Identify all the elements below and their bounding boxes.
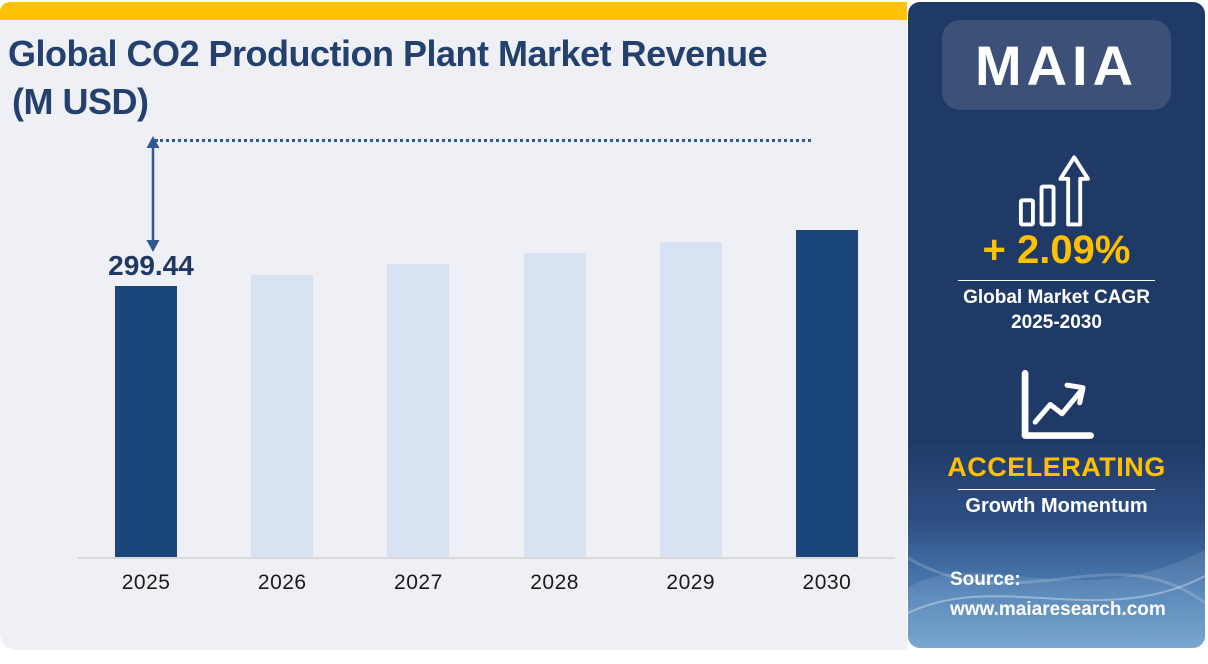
cagr-value: + 2.09% [982, 228, 1131, 272]
cagr-label-line1: Global Market CAGR [963, 287, 1150, 308]
cagr-label-line2: 2025-2030 [1011, 311, 1102, 333]
x-tick-2029: 2029 [666, 571, 716, 594]
bar-2029 [659, 241, 722, 558]
sidebar-swoosh-decoration [908, 550, 1205, 648]
momentum-label: Growth Momentum [965, 495, 1148, 517]
x-tick-2028: 2028 [530, 571, 579, 594]
separator-line [958, 280, 1155, 281]
source-block: Source: www.maiaresearch.com [950, 565, 1166, 626]
source-label: Source: [950, 569, 1021, 590]
source-url: www.maiaresearch.com [950, 599, 1166, 621]
reference-dotted-line [155, 139, 811, 142]
x-tick-2027: 2027 [394, 571, 443, 594]
momentum-value: ACCELERATING [947, 452, 1166, 482]
bar-2030 [795, 230, 858, 558]
bar-2028 [523, 252, 586, 558]
x-tick-2025: 2025 [121, 571, 171, 594]
x-tick-2026: 2026 [257, 571, 307, 594]
x-tick-2030: 2030 [802, 571, 852, 594]
logo-text: MAIA [974, 33, 1139, 97]
logo: MAIA [942, 20, 1171, 110]
bar-2025 [115, 285, 178, 558]
chart-title-line1: Global CO2 Production Plant Market Reven… [8, 33, 768, 74]
double-arrow-icon [146, 136, 160, 252]
line-chart-trend-icon [1021, 370, 1094, 439]
bar-value-label-2025: 299.44 [108, 250, 194, 281]
top-accent-stripe [0, 2, 907, 20]
bar-2026 [251, 275, 314, 558]
chart-title-line2: (M USD) [12, 80, 149, 122]
x-axis-line [78, 557, 895, 559]
separator-line [958, 489, 1155, 490]
sidebar: MAIA + 2.09% Global Market CAGR 2025-203… [908, 2, 1205, 648]
growth-bars-arrow-icon [1018, 155, 1090, 227]
bar-2027 [387, 264, 450, 558]
chart-title: Global CO2 Production Plant Market Reven… [8, 30, 838, 125]
cagr-label: Global Market CAGR 2025-2030 [908, 286, 1205, 335]
